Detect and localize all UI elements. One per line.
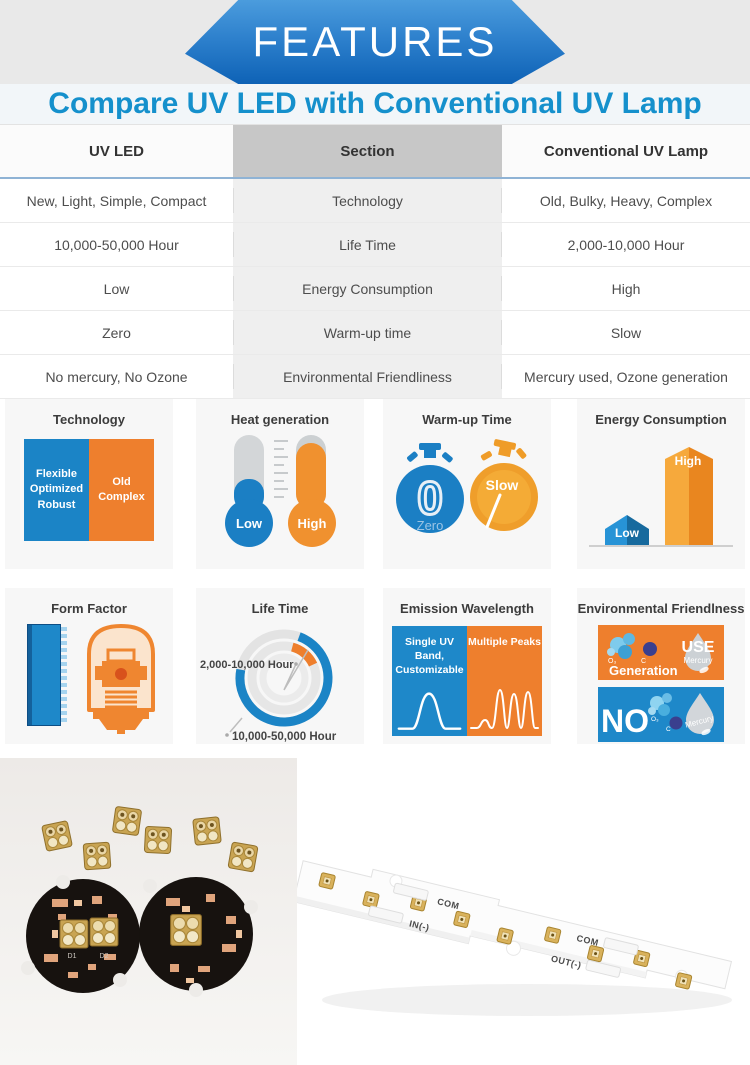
lamp-technology-block: Old Complex [89,439,154,541]
cell-led: Low [103,280,130,297]
features-banner: FEATURES [185,0,565,84]
card-heat-generation: Heat generation Low High [196,399,364,569]
table-row: New, Light, Simple, Compact Technology O… [0,179,750,223]
block-line: Customizable [395,664,464,677]
block-line: Robust [37,498,76,511]
title-band: Compare UV LED with Conventional UV Lamp [0,84,750,124]
table-row: Zero Warm-up time Slow [0,311,750,355]
block-line: Flexible [36,467,77,480]
cell-led: Zero [102,324,131,341]
generation-label: Generation [609,663,678,678]
no-label: NO [601,703,649,739]
table-row: Low Energy Consumption High [0,267,750,311]
cell-led: No mercury, No Ozone [45,368,188,385]
header-conventional-lamp: Conventional UV Lamp [502,125,750,177]
lamp-lifetime-label: 2,000-10,000 Hour [200,659,294,671]
carbon-label: C [641,658,646,665]
mercury-label: Mercury [684,656,713,665]
cell-section: Life Time [233,223,502,266]
led-technology-block: Flexible Optimized Robust [24,439,89,541]
carbon-label: C [666,726,671,733]
card-title: Emission Wavelength [400,601,534,616]
bar-chart-icon: Low High [589,447,733,547]
header-section: Section [233,125,502,177]
cell-section: Warm-up time [233,311,502,354]
card-technology: Technology Flexible Optimized Robust Old… [5,399,173,569]
technology-blocks-graphic: Flexible Optimized Robust Old Complex [5,439,173,541]
card-title: Heat generation [230,412,330,427]
thermometers-icon: Low High [225,435,336,547]
card-title: Energy Consumption [595,412,727,427]
card-title: Technology [53,412,125,427]
slow-label: Slow [486,477,519,493]
block-line: Complex [98,491,145,503]
cell-led: 10,000-50,000 Hour [54,236,179,253]
use-label: USE [682,639,715,656]
card-life-time: Life Time 2,000-10,000 Hour 10,000-50,00… [196,588,364,744]
features-banner-section: FEATURES [0,0,750,84]
low-bar-label: Low [615,526,640,540]
ozone-label: O₃ [651,716,659,723]
table-row: 10,000-50,000 Hour Life Time 2,000-10,00… [0,223,750,267]
led-environment-banner: NO O₃ C Mercury [598,687,724,742]
led-lifetime-label: 10,000-50,000 Hour [232,731,337,743]
card-energy-consumption: Energy Consumption Low High [577,399,745,569]
cell-lamp: Mercury used, Ozone generation [524,368,728,385]
cell-lamp: 2,000-10,000 Hour [567,236,685,253]
block-line: Single UV Band, [404,636,454,663]
card-title: Life Time [251,601,309,616]
zero-digit: 0 [417,472,443,524]
features-label: FEATURES [252,18,498,65]
cell-lamp: Slow [610,324,642,341]
photo-led-strip-module: COM IN(-) COM OUT(-) [297,758,750,1065]
multiple-peaks-curve-icon [470,688,539,730]
card-warmup-time: Warm-up Time 0 Zero Slow [383,399,551,569]
page-title: Compare UV LED with Conventional UV Lamp [48,87,702,120]
life-time-rings-chart: 2,000-10,000 Hour 10,000-50,000 Hour [200,629,337,743]
card-title: Form Factor [51,601,127,616]
single-peak-curve-icon [397,691,462,730]
pcb-silkscreen-label: D1 [68,953,77,960]
card-emission-wavelength: Emission Wavelength Single UV Band, Cust… [383,588,551,744]
card-title: Warm-up Time [422,412,512,427]
table-row: No mercury, No Ozone Environmental Frien… [0,355,750,399]
led-module-vs-lamp-icon [27,624,155,734]
cell-section: Energy Consumption [233,267,502,310]
card-title: Environmental Friendlness [577,601,745,616]
strip-in-label: IN(-) [408,918,430,933]
zero-label: Zero [417,518,444,533]
cell-led: New, Light, Simple, Compact [26,192,207,209]
stopwatches-icon: 0 Zero Slow [396,439,538,533]
card-form-factor: Form Factor [5,588,173,744]
high-bar-label: High [675,454,702,468]
cell-section: Environmental Friendliness [233,355,502,398]
led-emission-block: Single UV Band, Customizable [392,626,467,736]
comparison-table: UV LED Section Conventional UV Lamp New,… [0,124,750,399]
cell-lamp: High [611,280,641,297]
lamp-environment-banner: O₃ C Generation USE Mercury [598,625,724,680]
emission-blocks-graphic: Single UV Band, Customizable Multiple Pe… [383,626,551,736]
header-divider [0,177,750,179]
block-line: Old [112,475,131,488]
card-environmental-friendliness: Environmental Friendlness O₃ C Generatio… [577,588,745,744]
cell-section: Technology [233,179,502,222]
low-label: Low [236,516,263,531]
table-header-row: UV LED Section Conventional UV Lamp [0,124,750,177]
high-label: High [298,516,327,531]
ozone-label: O₃ [608,658,616,665]
photo-round-led-pcbs: D1 D2 [0,758,297,1065]
pcb-silkscreen-label: D2 [100,953,109,960]
cell-lamp: Old, Bulky, Heavy, Complex [539,192,713,209]
lamp-emission-block: Multiple Peaks [467,626,542,736]
block-line: Optimized [29,483,84,496]
header-uv-led: UV LED [0,125,233,177]
block-line: Multiple Peaks [468,636,541,648]
